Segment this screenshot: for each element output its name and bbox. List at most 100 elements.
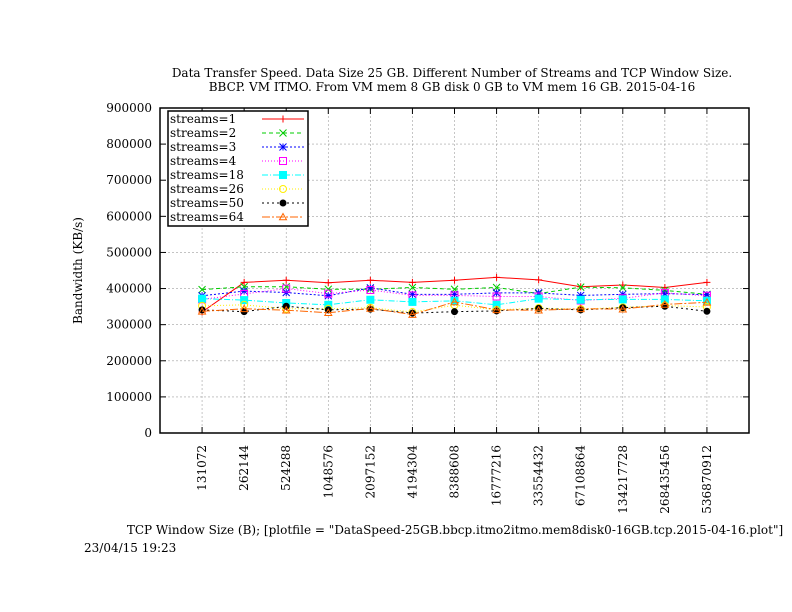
data-point (408, 310, 417, 318)
legend-entry-label: streams=3 (170, 140, 236, 154)
data-point (576, 304, 586, 313)
legend-entry-label: streams=26 (170, 182, 244, 196)
y-tick-label: 300000 (106, 318, 152, 332)
y-axis-ticks: 0 100000 200000 300000 400000 500000 600000 700… (106, 101, 749, 440)
data-point (492, 283, 501, 292)
data-point (451, 276, 458, 284)
legend-entry-label: streams=4 (170, 154, 237, 168)
data-point (324, 279, 332, 287)
plot-frame (159, 107, 750, 434)
y-tick-label: 800000 (106, 137, 152, 151)
x-tick-label: 16777216 (490, 445, 504, 506)
y-tick-label: 700000 (106, 173, 152, 187)
data-point (450, 297, 459, 306)
data-point (702, 296, 711, 305)
legend-entry-label: streams=18 (170, 168, 244, 182)
data-point (282, 276, 290, 284)
series-lines (197, 273, 712, 318)
data-point (239, 304, 249, 313)
y-axis-label: Bandwidth (KB/s) (71, 217, 85, 324)
data-point (703, 290, 711, 299)
data-point (323, 308, 333, 317)
legend: streams=1streams=2streams=3streams=4stre… (167, 110, 309, 227)
y-tick-label: 600000 (106, 209, 152, 223)
data-point (408, 283, 417, 292)
data-point (366, 276, 374, 284)
data-point (702, 297, 712, 306)
x-tick-label: 131072 (195, 445, 209, 491)
data-point (240, 278, 248, 286)
x-tick-label: 33554432 (532, 445, 546, 506)
y-tick-label: 0 (144, 426, 152, 440)
chart-title-line-2: BBCP. VM ITMO. From VM mem 8 GB disk 0 G… (209, 80, 696, 94)
x-tick-label: 268435456 (658, 445, 672, 514)
legend-entry-label: streams=1 (170, 112, 236, 126)
data-point (576, 295, 585, 304)
data-point (198, 294, 207, 303)
x-tick-label: 134217728 (616, 445, 630, 514)
data-point (535, 276, 543, 284)
y-tick-label: 400000 (106, 282, 152, 296)
data-point (282, 284, 291, 293)
data-point (576, 283, 585, 291)
y-tick-label: 200000 (106, 354, 152, 368)
data-point (451, 308, 458, 316)
data-point (492, 292, 501, 301)
legend-entry-marker (279, 129, 287, 137)
data-point (703, 307, 711, 315)
y-tick-label: 500000 (106, 245, 152, 259)
data-point (492, 305, 501, 314)
legend-entry-marker (279, 157, 287, 165)
x-tick-label: 4194304 (405, 445, 419, 499)
x-tick-label: 2097152 (363, 445, 377, 498)
x-axis-label: TCP Window Size (B); [plotfile = "DataSp… (126, 523, 784, 537)
data-point (324, 285, 333, 294)
x-tick-label: 8388608 (448, 445, 462, 498)
x-axis-ticks: 131072 262144 524288 1048576 2097152 4194304 8… (195, 108, 714, 514)
data-point (366, 303, 375, 312)
data-point (618, 304, 628, 313)
data-point (408, 290, 417, 299)
data-point (576, 291, 585, 300)
data-point (240, 296, 249, 305)
data-point (618, 295, 627, 304)
series-streams-64 (197, 297, 712, 318)
y-tick-label: 100000 (106, 390, 152, 404)
x-tick-label: 536870912 (700, 445, 714, 514)
data-point (534, 294, 543, 303)
data-point (618, 283, 627, 292)
legend-entry-marker (279, 143, 287, 151)
timestamp-label: 23/04/15 19:23 (84, 541, 177, 555)
y-tick-label: 900000 (106, 101, 152, 115)
data-point (198, 285, 206, 294)
legend-entry-label: streams=2 (170, 126, 236, 140)
data-point (534, 305, 543, 314)
x-tick-label: 67108864 (574, 445, 588, 506)
x-tick-label: 1048576 (321, 445, 335, 498)
legend-entry-marker (279, 171, 287, 179)
legend-entry-marker (279, 199, 287, 207)
x-tick-label: 262144 (237, 445, 251, 491)
data-point (366, 283, 375, 292)
data-point (660, 299, 670, 308)
x-tick-label: 524288 (279, 445, 293, 491)
legend-entry-label: streams=50 (170, 196, 244, 210)
chart-title: Data Transfer Speed. Data Size 25 GB. Di… (172, 66, 732, 94)
data-point (366, 286, 375, 294)
data-point (281, 305, 291, 314)
legend-entry-marker (279, 185, 287, 193)
series-line (202, 288, 707, 301)
legend-entry-marker (278, 212, 288, 221)
data-point (197, 306, 207, 315)
data-point (408, 297, 417, 306)
chart-title-line-1: Data Transfer Speed. Data Size 25 GB. Di… (172, 66, 732, 80)
data-point (408, 278, 416, 286)
data-point (661, 289, 669, 298)
series-line (202, 301, 707, 316)
data-point (450, 290, 459, 299)
legend-entry-marker (279, 115, 287, 123)
data-point (324, 289, 333, 298)
data-point (493, 273, 501, 281)
data-point (240, 287, 248, 295)
